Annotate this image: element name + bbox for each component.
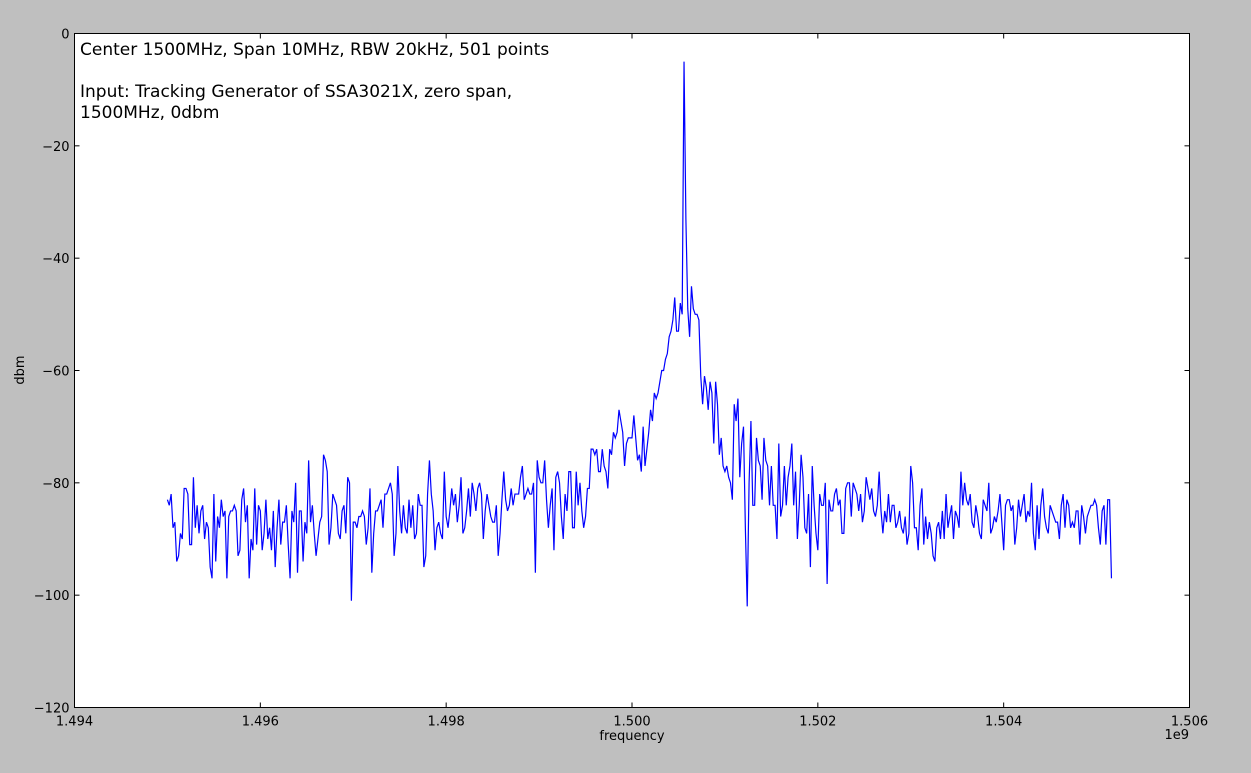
y-tick-label: −120	[34, 702, 70, 717]
y-tick-label: 0	[61, 28, 69, 43]
x-tick-label: 1.496	[242, 715, 279, 730]
series-line-1	[166, 61, 1113, 607]
annotation: Center 1500MHz, Span 10MHz, RBW 20kHz, 5…	[80, 40, 549, 123]
plot-area	[74, 33, 1190, 708]
series-layer	[166, 61, 1113, 607]
y-axis-label: dbm	[13, 355, 28, 384]
x-tick-label: 1.502	[799, 715, 836, 730]
y-tick-label: −100	[34, 589, 70, 604]
y-tick-label: −20	[42, 140, 69, 155]
x-tick-label: 1.494	[56, 715, 93, 730]
x-tick-label: 1.504	[985, 715, 1022, 730]
annotation-line-3: Input: Tracking Generator of SSA3021X, z…	[80, 82, 512, 102]
y-tick-label: −80	[42, 477, 69, 492]
ticks-layer: 1.494 1.496 1.498 1.500 1.502 1.504 1.506 0 −20 −…	[34, 28, 1208, 730]
x-axis-label: frequency	[599, 729, 665, 744]
x-tick-label: 1.498	[428, 715, 465, 730]
x-tick-label: 1.506	[1171, 715, 1208, 730]
x-offset-text: 1e9	[1164, 728, 1189, 743]
x-tick-label: 1.500	[613, 715, 650, 730]
y-tick-label: −40	[42, 252, 69, 267]
annotation-line-1: Center 1500MHz, Span 10MHz, RBW 20kHz, 5…	[80, 40, 549, 60]
annotation-line-4: 1500MHz, 0dbm	[80, 103, 219, 123]
y-tick-label: −60	[42, 365, 69, 380]
